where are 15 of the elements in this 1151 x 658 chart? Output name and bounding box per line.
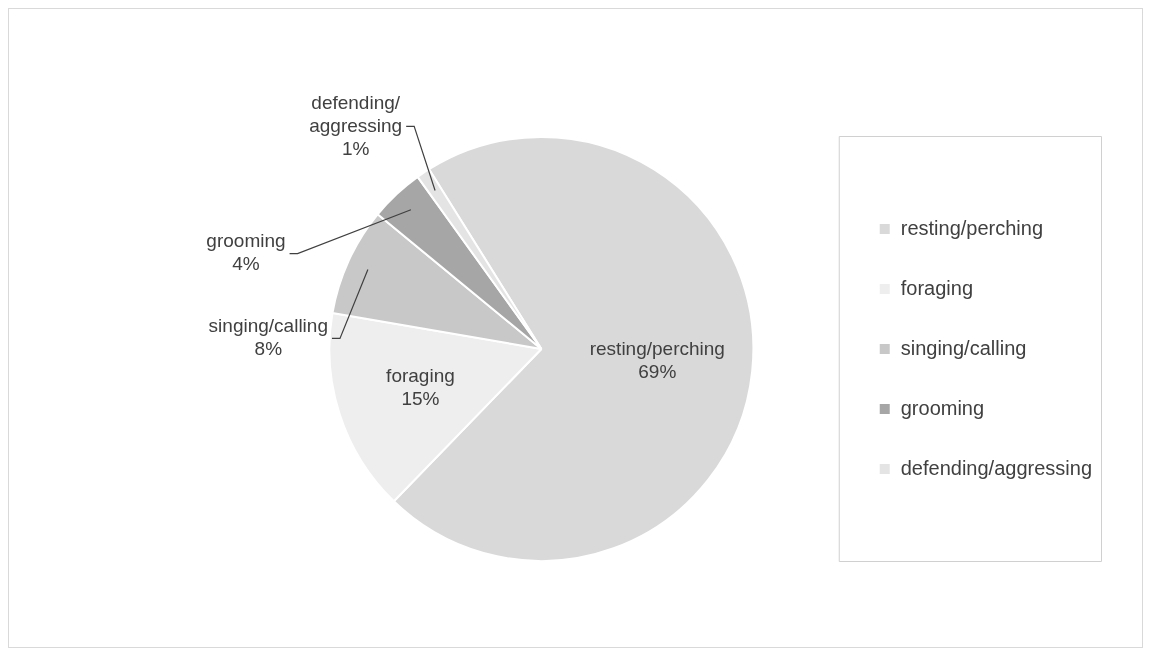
data-label: 8% xyxy=(254,338,283,360)
data-label: 1% xyxy=(341,137,370,159)
slice-label: resting/perching xyxy=(589,338,725,360)
data-label: 4% xyxy=(232,253,260,275)
legend-label: resting/perching xyxy=(900,216,1044,239)
slice-label: grooming xyxy=(206,230,286,252)
legend-label: defending/aggressing xyxy=(900,456,1093,479)
slice-label: foraging xyxy=(386,365,455,387)
slice-label: singing/calling xyxy=(208,315,328,337)
legend-label: singing/calling xyxy=(900,336,1027,359)
data-label: 15% xyxy=(401,388,440,410)
slice-label: defending/aggressing xyxy=(309,91,403,136)
legend-label: grooming xyxy=(900,396,985,419)
legend-label: foraging xyxy=(900,276,974,299)
data-label: 69% xyxy=(638,361,677,383)
